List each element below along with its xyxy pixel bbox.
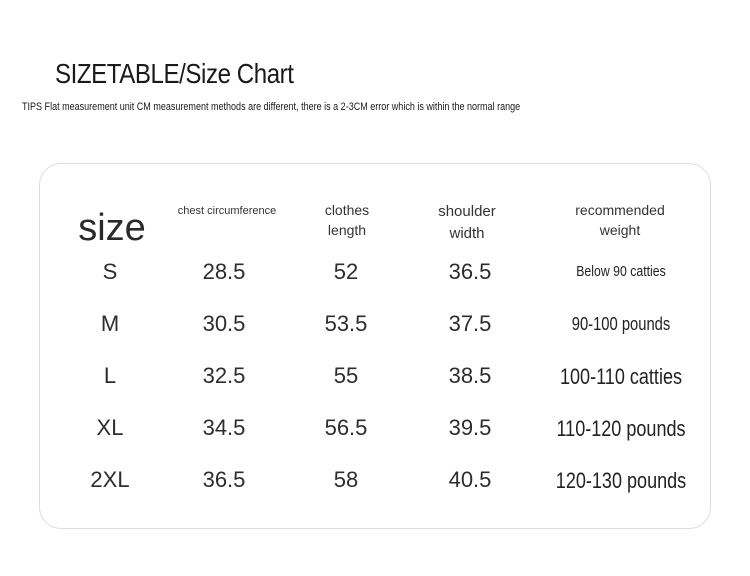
cell-chest: 28.5 bbox=[203, 261, 246, 283]
header-size: size bbox=[78, 209, 146, 247]
cell-shoulder: 40.5 bbox=[449, 469, 492, 491]
cell-length: 55 bbox=[334, 365, 358, 387]
cell-size: 2XL bbox=[90, 469, 129, 491]
cell-shoulder: 39.5 bbox=[449, 417, 492, 439]
cell-chest: 36.5 bbox=[203, 469, 246, 491]
cell-shoulder: 36.5 bbox=[449, 261, 492, 283]
cell-size: S bbox=[103, 261, 118, 283]
cell-size: L bbox=[104, 365, 116, 387]
size-table-card: size chest circumference clothes length … bbox=[39, 163, 711, 529]
tips-note: TIPS Flat measurement unit CM measuremen… bbox=[22, 101, 520, 113]
cell-size: XL bbox=[97, 417, 124, 439]
cell-weight: 100-110 catties bbox=[560, 366, 682, 388]
header-shoulder: shoulder width bbox=[436, 201, 498, 245]
cell-length: 52 bbox=[334, 261, 358, 283]
cell-weight: 110-120 pounds bbox=[556, 418, 685, 440]
cell-shoulder: 38.5 bbox=[449, 365, 492, 387]
header-chest: chest circumference bbox=[177, 204, 277, 220]
cell-chest: 30.5 bbox=[203, 313, 246, 335]
cell-size: M bbox=[101, 313, 119, 335]
header-weight: recommended weight bbox=[565, 200, 675, 241]
cell-length: 56.5 bbox=[325, 417, 368, 439]
cell-length: 58 bbox=[334, 469, 358, 491]
cell-shoulder: 37.5 bbox=[449, 313, 492, 335]
cell-length: 53.5 bbox=[325, 313, 368, 335]
page-title: SIZETABLE/Size Chart bbox=[55, 58, 294, 90]
cell-weight: Below 90 catties bbox=[576, 264, 666, 279]
cell-chest: 32.5 bbox=[203, 365, 246, 387]
header-length: clothes length bbox=[317, 200, 377, 241]
cell-weight: 120-130 pounds bbox=[556, 470, 686, 492]
cell-chest: 34.5 bbox=[203, 417, 246, 439]
cell-weight: 90-100 pounds bbox=[572, 315, 670, 333]
